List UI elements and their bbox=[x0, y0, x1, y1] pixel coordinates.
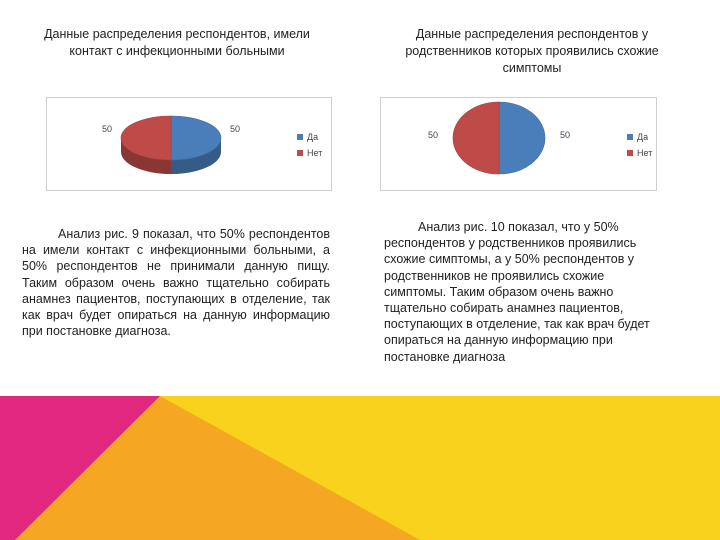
decorative-yellow-triangle bbox=[160, 396, 720, 540]
legend-label-2: Нет bbox=[307, 148, 322, 158]
legend-label-1: Да bbox=[637, 132, 648, 142]
right-pie-chart: 50 50 Да Нет bbox=[380, 97, 657, 191]
decorative-banner bbox=[0, 396, 720, 540]
decorative-magenta-triangle bbox=[0, 396, 160, 540]
legend-swatch-1 bbox=[297, 134, 303, 140]
legend-swatch-1 bbox=[627, 134, 633, 140]
data-label: 50 bbox=[560, 130, 570, 140]
pie-slice-side-1 bbox=[171, 138, 221, 174]
left-analysis-text: Анализ рис. 9 показал, что 50% респонден… bbox=[22, 227, 330, 339]
pie-slice-Нет bbox=[452, 101, 500, 175]
right-chart-caption: Данные распределения респондентов у родс… bbox=[405, 27, 659, 75]
legend-label-2: Нет bbox=[637, 148, 652, 158]
legend-swatch-2 bbox=[627, 150, 633, 156]
right-analysis-text: Анализ рис. 10 показал, что у 50% респон… bbox=[384, 220, 650, 364]
data-label: 50 bbox=[428, 130, 438, 140]
legend-label-1: Да bbox=[307, 132, 318, 142]
data-label: 50 bbox=[102, 124, 112, 134]
pie-slice-Да bbox=[498, 101, 546, 175]
left-chart-caption: Данные распределения респондентов, имели… bbox=[44, 27, 310, 58]
legend-swatch-2 bbox=[297, 150, 303, 156]
left-pie-chart: 50 50 Да Нет bbox=[46, 97, 332, 191]
pie-slice-Нет bbox=[120, 115, 172, 161]
right-pie-chart-svg: 50 50 Да Нет bbox=[428, 101, 652, 175]
data-label: 50 bbox=[230, 124, 240, 134]
pie-slice-side-2 bbox=[121, 138, 171, 174]
left-pie-chart-svg: 50 50 Да Нет bbox=[102, 115, 322, 174]
pie-slice-Да bbox=[170, 115, 222, 161]
